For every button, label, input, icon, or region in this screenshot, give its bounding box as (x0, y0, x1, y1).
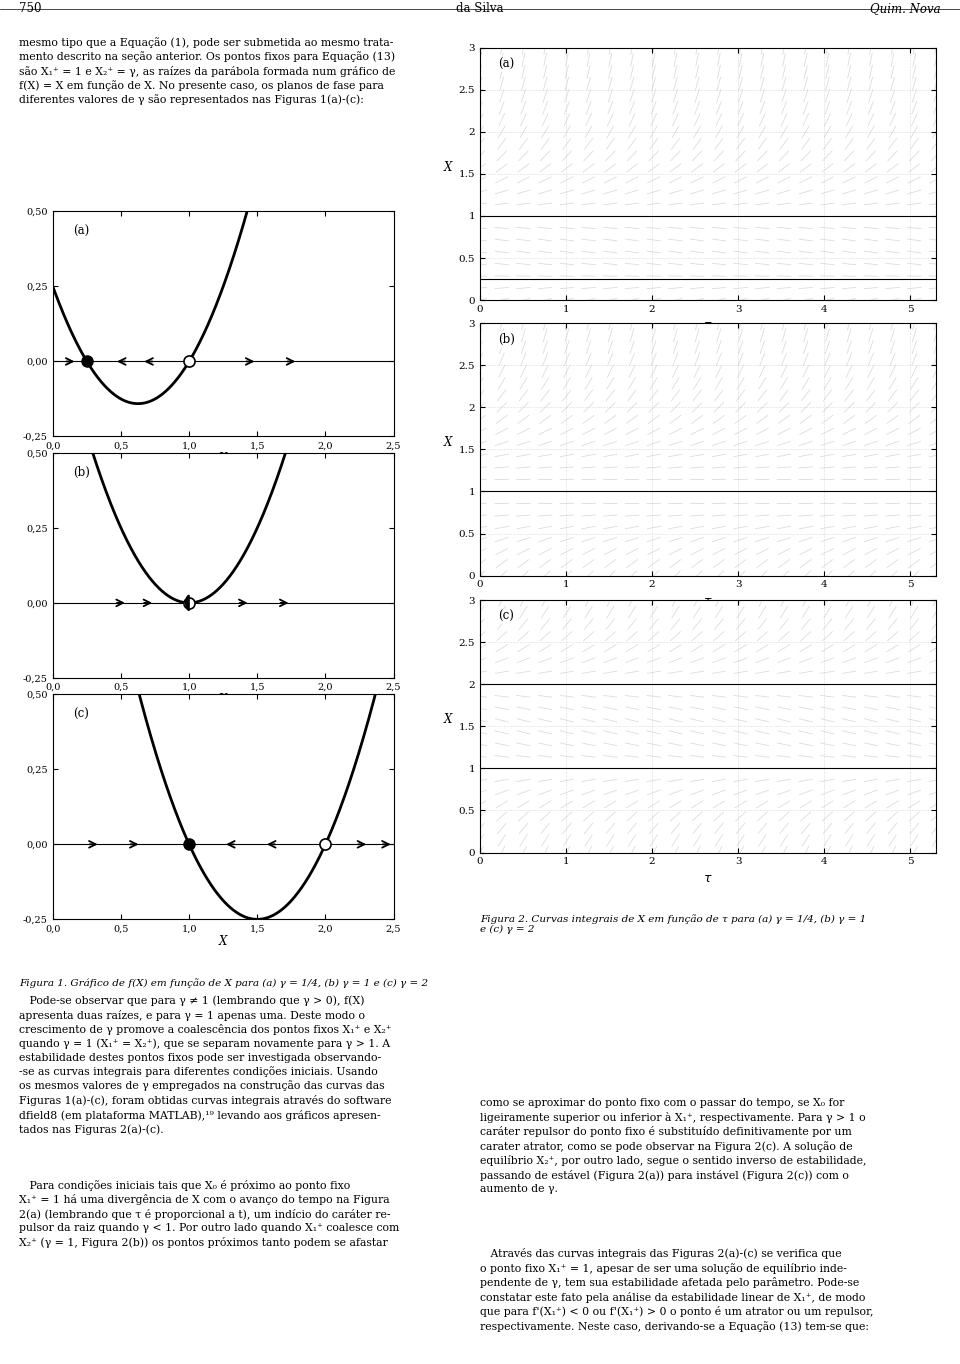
Y-axis label: X: X (444, 713, 452, 726)
Text: (a): (a) (498, 57, 515, 71)
Text: Figura 1. Gráfico de f(X) em função de X para (a) γ = 1/4, (b) γ = 1 e (c) γ = 2: Figura 1. Gráfico de f(X) em função de X… (19, 978, 428, 988)
X-axis label: $\tau$: $\tau$ (704, 872, 712, 885)
Text: Para condições iniciais tais que X₀ é próximo ao ponto fixo
X₁⁺ = 1 há uma diver: Para condições iniciais tais que X₀ é pr… (19, 1180, 399, 1248)
Y-axis label: X: X (444, 161, 452, 173)
X-axis label: X: X (219, 451, 228, 465)
X-axis label: X: X (219, 934, 228, 948)
Text: (a): (a) (73, 225, 89, 237)
Text: Através das curvas integrais das Figuras 2(a)-(c) se verifica que
o ponto fixo X: Através das curvas integrais das Figuras… (480, 1248, 874, 1331)
Y-axis label: X: X (444, 436, 452, 449)
X-axis label: $\tau$: $\tau$ (704, 595, 712, 608)
Text: Pode-se observar que para γ ≠ 1 (lembrando que γ > 0), f(X)
apresenta duas raíze: Pode-se observar que para γ ≠ 1 (lembran… (19, 996, 392, 1135)
Text: mesmo tipo que a Equação (1), pode ser submetida ao mesmo trata-
mento descrito : mesmo tipo que a Equação (1), pode ser s… (19, 37, 396, 105)
Wedge shape (185, 596, 189, 611)
Text: (c): (c) (498, 610, 515, 623)
Text: (b): (b) (73, 466, 90, 479)
Text: (c): (c) (73, 708, 89, 720)
Text: da Silva: da Silva (456, 1, 504, 15)
Text: como se aproximar do ponto fixo com o passar do tempo, se X₀ for
ligeiramente su: como se aproximar do ponto fixo com o pa… (480, 1098, 867, 1194)
Text: (b): (b) (498, 333, 516, 346)
Text: Quim. Nova: Quim. Nova (870, 1, 941, 15)
X-axis label: X: X (219, 693, 228, 707)
Text: 750: 750 (19, 1, 41, 15)
Text: Figura 2. Curvas integrais de X em função de τ para (a) γ = 1/4, (b) γ = 1
e (c): Figura 2. Curvas integrais de X em funçã… (480, 914, 866, 934)
X-axis label: $\tau$: $\tau$ (704, 319, 712, 333)
